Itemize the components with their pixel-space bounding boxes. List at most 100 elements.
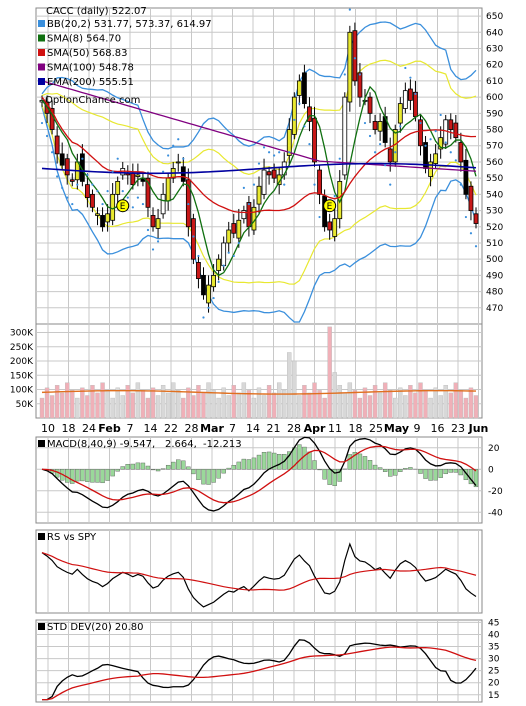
candle-body [160, 193, 166, 215]
volume-bar [49, 395, 55, 419]
x-tick-label: 14 [144, 422, 158, 435]
sar-dot [167, 154, 170, 157]
x-tick-label: 16 [431, 422, 445, 435]
legend-swatch [38, 49, 45, 56]
volume-bar [332, 372, 337, 419]
volume-bar [292, 360, 297, 419]
volume-bar [463, 397, 469, 419]
sar-dot [293, 118, 296, 121]
sar-dot [338, 157, 341, 160]
volume-bar [206, 382, 211, 419]
candle-body [59, 153, 65, 166]
sar-dot [111, 170, 114, 173]
macd-histogram-bar [241, 458, 247, 470]
macd-histogram-bar [458, 469, 464, 476]
candle-body [95, 213, 100, 216]
price-tick-label: 560 [486, 158, 503, 168]
candle-body [468, 185, 474, 211]
candle-body [196, 262, 201, 280]
candle-body [180, 166, 186, 182]
volume-bar [201, 392, 206, 419]
sar-dot [197, 254, 200, 258]
x-tick-label: Apr [304, 422, 326, 435]
volume-tick-label: 150K [10, 371, 34, 381]
stddev-tick-label: 20 [488, 679, 500, 689]
sar-dot [384, 164, 387, 167]
sma100-line [41, 80, 477, 172]
sar-dot [288, 151, 291, 154]
macd-histogram-bar [125, 464, 130, 470]
sar-dot [252, 183, 256, 186]
volume-tick-label: 300K [10, 329, 34, 339]
sar-dot [449, 151, 452, 154]
sar-dot [358, 73, 362, 76]
macd-histogram-bar [398, 469, 403, 472]
sar-dot [76, 183, 79, 186]
macd-histogram-bar [95, 469, 100, 483]
sar-dot [81, 157, 84, 160]
sar-dot [353, 57, 356, 60]
volume-bar [65, 382, 70, 419]
volume-bar [408, 385, 413, 419]
watermark: OptionChance.com [45, 95, 140, 106]
macd-title: MACD(8,40,9) -9.547, [47, 439, 155, 450]
candle-body [463, 159, 469, 195]
volume-tick-label: 100K [10, 386, 34, 396]
macd-histogram-bar [352, 452, 358, 470]
x-tick-label: 18 [62, 422, 76, 435]
candle-body [458, 142, 464, 163]
price-tick-label: 580 [486, 126, 503, 136]
volume-bar [347, 382, 353, 419]
sar-dot [444, 141, 447, 144]
bb-lower-line [41, 106, 477, 323]
candle-body [201, 274, 206, 296]
candle-body [317, 169, 322, 195]
sar-dot [106, 190, 109, 193]
sar-dot [363, 121, 367, 125]
macd-histogram-bar [393, 469, 398, 476]
sar-dot [303, 125, 306, 128]
candle-body [433, 153, 439, 164]
sar-dot [368, 134, 372, 138]
volume-bar [302, 385, 307, 419]
legend-swatch [38, 20, 45, 27]
yellow-band-lower [41, 105, 477, 285]
candle-body [115, 180, 121, 195]
candle-body [377, 121, 383, 132]
volume-bar [216, 397, 221, 419]
volume-bar [246, 390, 252, 419]
price-tick-label: 490 [486, 271, 503, 281]
volume-bar [377, 392, 383, 419]
volume-bar [171, 382, 176, 419]
sar-dot [464, 215, 468, 219]
candle-body [211, 274, 216, 288]
sar-dot [61, 186, 64, 189]
volume-bar [327, 326, 332, 419]
sar-dot [343, 73, 346, 76]
sar-dot [379, 143, 382, 146]
macd-histogram-bar [191, 469, 196, 475]
macd-histogram-bar [418, 469, 423, 474]
sar-dot [177, 138, 180, 141]
candle-body [327, 221, 333, 231]
x-tick-label: 7 [229, 422, 236, 435]
sar-dot [146, 228, 150, 232]
x-tick-label: 7 [127, 422, 134, 435]
sar-dot [333, 194, 336, 198]
macd-histogram-bar [171, 461, 176, 470]
macd-histogram-bar [236, 461, 242, 470]
candle-body [105, 213, 111, 223]
volume-bar [398, 387, 403, 419]
volume-bar [352, 390, 358, 419]
volume-bar [266, 385, 272, 419]
macd-histogram-bar [307, 451, 312, 470]
volume-bar [211, 390, 216, 419]
earnings-event-marker [116, 199, 130, 213]
x-tick-label: 23 [451, 422, 465, 435]
x-tick-label: 21 [267, 422, 281, 435]
volume-bar [54, 385, 60, 419]
volume-bar [271, 392, 277, 419]
macd-histogram-bar [155, 469, 161, 472]
legend-entry: SMA(100) 548.78 [47, 63, 134, 74]
volume-bar [176, 390, 181, 419]
